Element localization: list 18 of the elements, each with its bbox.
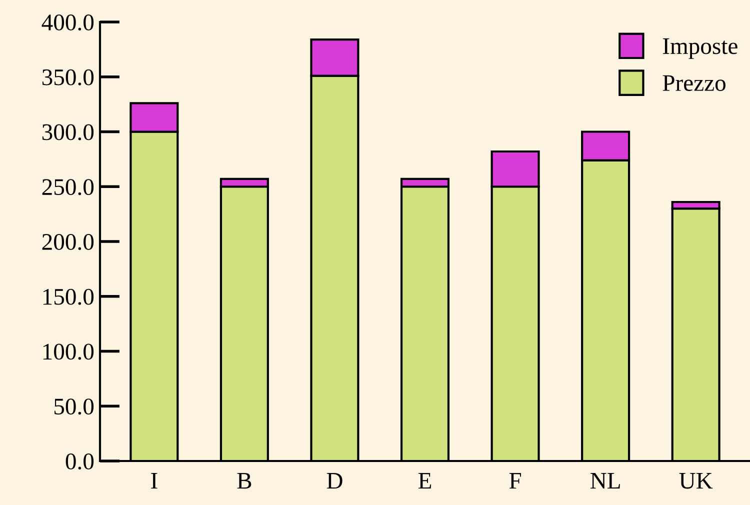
y-tick-label: 400.0 <box>42 14 94 31</box>
x-tick-label: F <box>509 473 521 488</box>
x-tick-label: UK <box>679 473 713 489</box>
y-tick-label: 50.0 <box>54 398 94 415</box>
x-tick-label: E <box>418 473 432 488</box>
x-tick-label: D <box>326 473 342 489</box>
y-tick-label: 200.0 <box>42 234 94 250</box>
y-tick-label: 150.0 <box>43 288 94 305</box>
legend-label: Prezzo <box>662 75 726 92</box>
x-tick-label: I <box>151 473 158 488</box>
y-tick-label: 100.0 <box>43 344 94 360</box>
y-tick-label: 250.0 <box>42 179 94 196</box>
y-tick-label: 300.0 <box>42 124 94 140</box>
legend-label: Imposte <box>662 38 738 59</box>
y-tick-label: 350.0 <box>42 69 94 86</box>
x-tick-label: B <box>237 473 252 489</box>
x-tick-label: NL <box>590 473 620 488</box>
y-tick-label: 0.0 <box>66 453 94 470</box>
